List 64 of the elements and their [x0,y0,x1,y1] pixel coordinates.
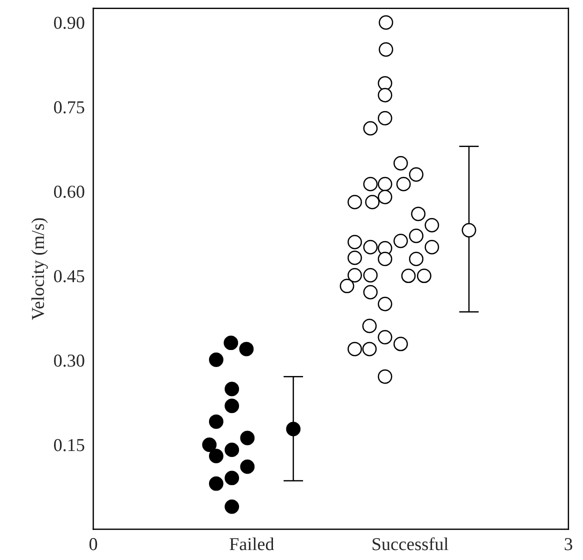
point [348,234,362,250]
point [365,194,380,210]
point [208,448,224,464]
point [378,190,392,204]
point [411,206,426,222]
point [363,176,378,192]
point [208,352,224,367]
x-tick-label: Successful [372,537,448,550]
point [409,252,424,266]
y-tick-label: 0.75 [54,101,84,114]
point [224,442,240,458]
point [224,499,240,514]
point [363,284,378,300]
y-tick-label: 0.45 [54,270,84,282]
y-axis-title: Velocity (m/s) [31,218,48,320]
point [363,121,378,136]
point [378,252,392,266]
point [416,268,432,284]
point [348,250,362,266]
point [224,470,240,486]
point [378,88,392,102]
point [409,167,424,182]
point [409,228,424,244]
point [208,476,224,491]
point [378,330,392,344]
x-tick-label: 0 [89,538,98,550]
point [202,438,217,452]
point [363,240,378,254]
point [362,318,377,334]
point [401,268,416,284]
point [393,234,408,248]
point [348,268,362,282]
y-tick-label: 0.60 [54,186,84,198]
point [378,76,392,90]
point [208,414,224,429]
point [424,218,440,232]
point [224,336,238,350]
point [378,176,392,192]
point [393,156,408,170]
point [240,459,255,474]
point [362,342,377,356]
point [348,342,362,356]
point [396,176,411,192]
point [224,382,240,396]
point [340,278,354,294]
point [378,42,394,57]
x-tick-label: Failed [230,538,274,550]
point [348,194,362,210]
point [462,223,476,238]
point [378,110,392,126]
x-tick-label: 3 [564,538,572,550]
point [393,336,408,352]
y-tick-label: 0.90 [54,16,84,29]
point [378,296,392,312]
point [286,422,301,436]
point [239,342,254,356]
point [240,430,255,446]
y-tick-label: 0.15 [54,439,84,452]
point [378,15,394,30]
point [363,268,378,282]
y-tick-label: 0.30 [54,354,84,367]
point [224,398,240,414]
point [378,369,392,384]
point [424,240,440,254]
